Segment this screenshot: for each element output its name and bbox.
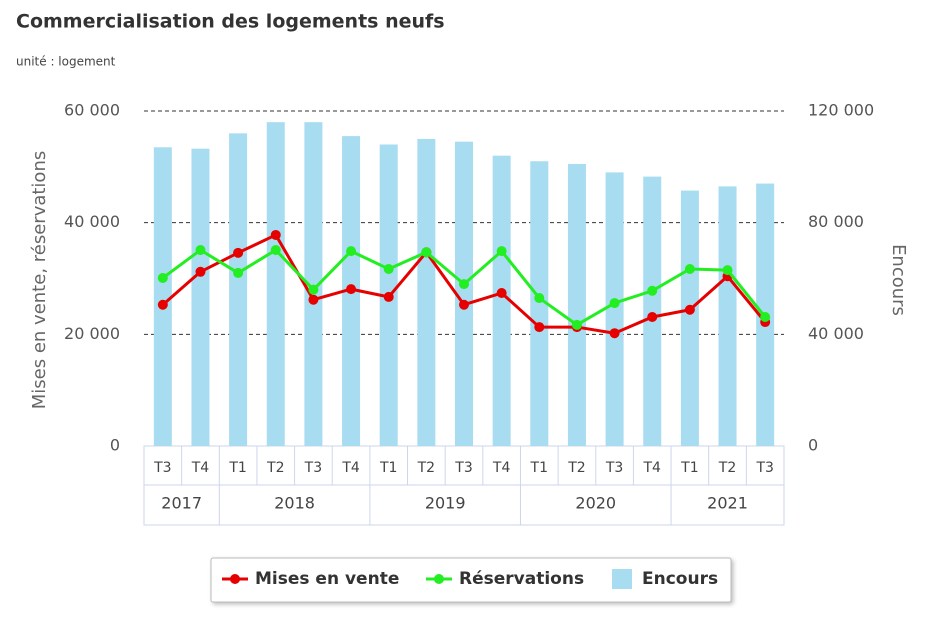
x-group-label: 2019 <box>425 494 466 513</box>
x-tick-label: T2 <box>567 460 585 476</box>
point <box>534 293 545 304</box>
point <box>534 322 545 333</box>
y-tick-label: 40 000 <box>64 212 120 231</box>
point <box>459 299 469 310</box>
point <box>459 279 469 290</box>
point <box>233 247 244 258</box>
bar <box>191 148 210 446</box>
y2-axis-title: Encours <box>888 244 909 316</box>
bar <box>455 141 473 447</box>
point <box>383 264 394 275</box>
point <box>383 291 394 302</box>
legend-symbol <box>434 574 444 584</box>
point <box>270 245 281 256</box>
point <box>346 246 357 257</box>
point <box>157 299 168 310</box>
x-tick-label: T1 <box>530 460 548 476</box>
point <box>233 267 244 278</box>
bar <box>492 155 511 446</box>
bar <box>304 122 323 447</box>
bar <box>530 161 549 446</box>
point <box>609 328 620 339</box>
chart-subtitle: unité : logement <box>16 55 116 69</box>
bar <box>643 176 662 446</box>
x-tick-label: T1 <box>228 460 246 476</box>
point <box>722 265 733 276</box>
legend-symbol <box>230 574 240 584</box>
x-tick-label: T3 <box>304 460 322 476</box>
bar <box>567 164 586 446</box>
bar <box>680 190 699 446</box>
legend-label: Mises en vente <box>255 569 399 589</box>
point <box>647 312 658 323</box>
x-tick-label: T1 <box>379 460 397 476</box>
point <box>684 304 695 315</box>
x-group-label: 2017 <box>161 494 202 513</box>
point <box>421 247 432 258</box>
bar <box>718 186 737 446</box>
y-tick-label: 20 000 <box>64 324 120 343</box>
bar <box>417 138 436 446</box>
point <box>571 319 582 330</box>
point <box>195 266 206 277</box>
x-tick-label: T3 <box>153 460 171 476</box>
y-axis-title: Mises en vente, réservations <box>29 151 50 409</box>
chart-title: Commercialisation des logements neufs <box>16 11 445 33</box>
point <box>609 298 620 309</box>
x-tick-label: T4 <box>341 460 360 476</box>
legend-box <box>210 557 732 603</box>
x-group-label: 2018 <box>274 494 315 513</box>
bar <box>229 133 248 447</box>
x-tick-label: T3 <box>605 460 623 476</box>
y2-tick-label: 40 000 <box>808 324 864 343</box>
x-tick-label: T4 <box>191 460 210 476</box>
point <box>496 288 507 299</box>
point <box>157 272 168 283</box>
bar <box>266 122 285 447</box>
y2-tick-label: 120 000 <box>808 101 874 120</box>
x-tick-label: T1 <box>680 460 698 476</box>
legend-label: Encours <box>642 569 718 589</box>
x-tick-label: T2 <box>417 460 435 476</box>
x-tick-label: T3 <box>454 460 472 476</box>
x-tick-label: T4 <box>643 460 662 476</box>
x-tick-label: T2 <box>718 460 736 476</box>
x-tick-label: T3 <box>755 460 773 476</box>
point <box>195 245 206 256</box>
bar <box>153 147 172 446</box>
point <box>647 285 658 296</box>
point <box>684 264 695 275</box>
point <box>308 284 319 295</box>
x-tick-label: T2 <box>266 460 284 476</box>
y-tick-label: 0 <box>110 436 120 455</box>
y2-tick-label: 0 <box>808 436 818 455</box>
y2-tick-label: 80 000 <box>808 212 864 231</box>
point <box>308 294 319 305</box>
x-group-label: 2021 <box>707 494 748 513</box>
y-tick-label: 60 000 <box>64 101 120 120</box>
point <box>270 229 281 240</box>
bar <box>605 172 624 446</box>
x-tick-label: T4 <box>492 460 511 476</box>
x-group-label: 2020 <box>575 494 616 513</box>
point <box>760 312 771 323</box>
legend-label: Réservations <box>459 569 584 589</box>
legend-symbol <box>612 569 632 589</box>
point <box>496 246 507 257</box>
point <box>346 284 357 295</box>
